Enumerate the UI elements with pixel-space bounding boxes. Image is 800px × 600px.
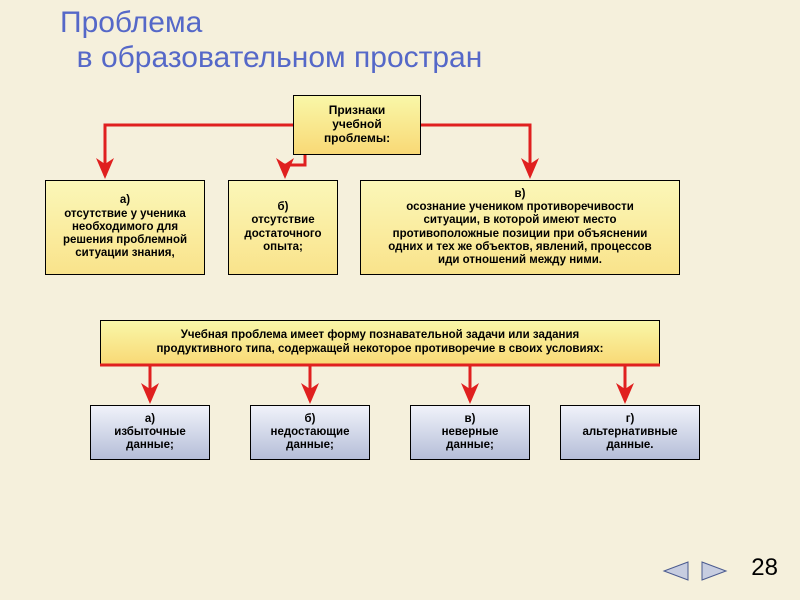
mid-box-label: Учебная проблема имеет форму познаватель…: [156, 329, 603, 355]
row2-b: б) недостающие данные;: [250, 405, 370, 460]
chevron-right-icon: [700, 560, 730, 582]
mid-box: Учебная проблема имеет форму познаватель…: [100, 320, 660, 365]
row1-c-label: в) осознание учеником противоречивости с…: [388, 188, 651, 267]
row2-d-label: г) альтернативные данные.: [582, 413, 677, 453]
row1-b: б) отсутствие достаточного опыта;: [228, 180, 338, 275]
row2-b-label: б) недостающие данные;: [271, 413, 350, 453]
box-signs-label: Признаки учебной проблемы:: [324, 104, 390, 145]
row2-a: а) избыточные данные;: [90, 405, 210, 460]
next-button[interactable]: [700, 560, 730, 582]
page-number: 28: [751, 554, 778, 582]
box-signs: Признаки учебной проблемы:: [293, 95, 421, 155]
row1-b-label: б) отсутствие достаточного опыта;: [244, 201, 321, 254]
row2-d: г) альтернативные данные.: [560, 405, 700, 460]
page-title: Проблема в образовательном простран: [60, 6, 482, 75]
prev-button[interactable]: [660, 560, 690, 582]
chevron-left-icon: [660, 560, 690, 582]
row1-c: в) осознание учеником противоречивости с…: [360, 180, 680, 275]
row1-a-label: а) отсутствие у ученика необходимого для…: [63, 194, 187, 260]
row2-c: в) неверные данные;: [410, 405, 530, 460]
row1-a: а) отсутствие у ученика необходимого для…: [45, 180, 205, 275]
row2-a-label: а) избыточные данные;: [114, 413, 185, 453]
row2-c-label: в) неверные данные;: [442, 413, 499, 453]
connector-arrows: [0, 0, 800, 600]
